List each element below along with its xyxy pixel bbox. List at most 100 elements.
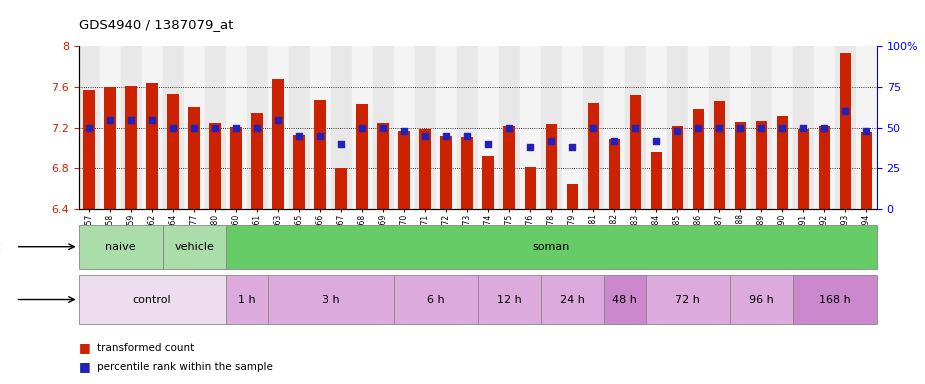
Point: [397, 128, 412, 134]
Point: [271, 116, 286, 122]
Bar: [667, 46, 688, 209]
Bar: [524, 167, 536, 209]
Bar: [394, 275, 477, 324]
Bar: [331, 46, 352, 209]
Bar: [856, 46, 877, 209]
Bar: [797, 129, 809, 209]
Point: [438, 133, 453, 139]
Bar: [860, 132, 872, 209]
Point: [334, 141, 349, 147]
Point: [733, 124, 747, 131]
Bar: [267, 275, 394, 324]
Point: [796, 124, 811, 131]
Bar: [163, 225, 226, 269]
Bar: [503, 126, 515, 209]
Bar: [126, 86, 137, 209]
Text: 24 h: 24 h: [560, 295, 585, 305]
Bar: [541, 275, 604, 324]
Bar: [336, 169, 347, 209]
Bar: [209, 122, 221, 209]
Bar: [105, 87, 116, 209]
Point: [817, 124, 832, 131]
Point: [208, 124, 223, 131]
Point: [313, 133, 327, 139]
Bar: [79, 225, 163, 269]
Bar: [630, 95, 641, 209]
Bar: [273, 79, 284, 209]
Text: 6 h: 6 h: [427, 295, 445, 305]
Bar: [520, 46, 541, 209]
Bar: [167, 94, 179, 209]
Point: [712, 124, 727, 131]
Bar: [356, 104, 368, 209]
Bar: [713, 101, 725, 209]
Bar: [650, 152, 662, 209]
Point: [607, 138, 622, 144]
Bar: [646, 46, 667, 209]
Bar: [83, 90, 95, 209]
Bar: [840, 53, 851, 209]
Bar: [184, 46, 204, 209]
Bar: [477, 46, 499, 209]
Point: [355, 124, 370, 131]
Bar: [566, 184, 578, 209]
Point: [418, 133, 433, 139]
Bar: [693, 109, 704, 209]
Bar: [561, 46, 583, 209]
Text: vehicle: vehicle: [174, 242, 214, 252]
Bar: [499, 46, 520, 209]
Point: [166, 124, 180, 131]
Text: 3 h: 3 h: [322, 295, 339, 305]
Bar: [477, 275, 541, 324]
Bar: [399, 131, 410, 209]
Bar: [730, 46, 751, 209]
Bar: [163, 46, 184, 209]
Bar: [436, 46, 457, 209]
Bar: [583, 46, 604, 209]
Point: [124, 116, 139, 122]
Point: [691, 124, 706, 131]
Bar: [373, 46, 394, 209]
Bar: [709, 46, 730, 209]
Bar: [226, 225, 877, 269]
Bar: [189, 107, 200, 209]
Point: [670, 128, 684, 134]
Bar: [100, 46, 120, 209]
Bar: [793, 46, 814, 209]
Bar: [546, 124, 557, 209]
Text: 48 h: 48 h: [612, 295, 637, 305]
Bar: [609, 139, 620, 209]
Bar: [440, 136, 452, 209]
Point: [376, 124, 390, 131]
Bar: [734, 122, 746, 209]
Bar: [314, 100, 326, 209]
Bar: [793, 275, 877, 324]
Bar: [230, 127, 242, 209]
Point: [250, 124, 265, 131]
Point: [586, 124, 600, 131]
Bar: [142, 46, 163, 209]
Point: [103, 116, 117, 122]
Point: [775, 124, 790, 131]
Text: percentile rank within the sample: percentile rank within the sample: [97, 362, 273, 372]
Bar: [352, 46, 373, 209]
Point: [460, 133, 475, 139]
Point: [144, 116, 159, 122]
Bar: [146, 83, 158, 209]
Point: [649, 138, 664, 144]
Bar: [267, 46, 289, 209]
Point: [187, 124, 202, 131]
Point: [838, 108, 853, 114]
Bar: [541, 46, 561, 209]
Text: naive: naive: [105, 242, 136, 252]
Bar: [204, 46, 226, 209]
Point: [81, 124, 96, 131]
Bar: [377, 122, 389, 209]
Point: [228, 124, 243, 131]
Text: 168 h: 168 h: [819, 295, 851, 305]
Bar: [814, 46, 835, 209]
Bar: [120, 46, 142, 209]
Bar: [79, 46, 100, 209]
Text: ■: ■: [79, 341, 91, 354]
Bar: [457, 46, 477, 209]
